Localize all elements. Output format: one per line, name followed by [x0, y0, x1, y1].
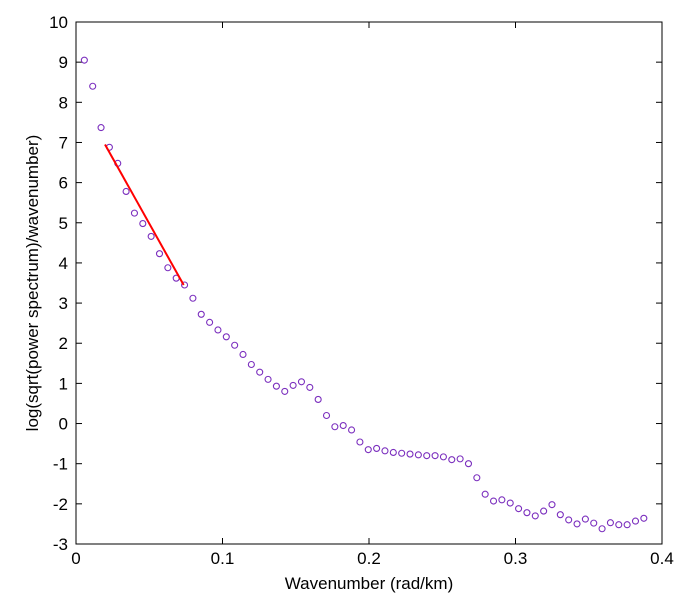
y-tick-label: -3 — [53, 535, 68, 554]
data-point — [548, 501, 556, 509]
y-tick-label: 5 — [59, 214, 68, 233]
y-tick-label: 9 — [59, 53, 68, 72]
data-point — [531, 512, 539, 520]
data-point — [540, 507, 548, 515]
data-point — [264, 375, 272, 383]
data-point — [473, 474, 481, 482]
x-tick-label: 0.2 — [357, 549, 381, 568]
data-point — [556, 511, 564, 519]
y-tick-label: 8 — [59, 93, 68, 112]
data-point — [606, 519, 614, 527]
data-point — [231, 341, 239, 349]
data-point — [481, 490, 489, 498]
x-axis-label: Wavenumber (rad/km) — [285, 574, 453, 593]
plot-frame — [75, 21, 663, 545]
data-point — [348, 426, 356, 434]
data-point — [297, 378, 306, 386]
data-point — [139, 220, 147, 228]
data-point — [631, 517, 640, 525]
ticks-layer — [75, 21, 663, 545]
data-point — [565, 516, 573, 524]
data-point — [130, 209, 139, 217]
data-point — [331, 423, 339, 431]
x-tick-label: 0.3 — [504, 549, 528, 568]
data-point — [590, 519, 598, 527]
data-point — [97, 124, 105, 132]
data-point — [356, 438, 364, 446]
data-point — [498, 496, 506, 504]
y-tick-label: 1 — [59, 374, 68, 393]
data-point — [414, 451, 422, 459]
x-tick-label: 0.1 — [211, 549, 235, 568]
data-point — [214, 326, 222, 334]
data-point — [272, 382, 280, 390]
data-point — [515, 505, 523, 513]
data-point — [364, 446, 372, 454]
data-point — [464, 460, 473, 468]
data-point — [189, 294, 197, 302]
y-tick-label: 6 — [59, 174, 68, 193]
data-layer — [80, 56, 648, 533]
data-point — [197, 310, 205, 318]
fit-line — [104, 143, 185, 286]
data-point — [206, 318, 214, 326]
data-point — [523, 509, 531, 517]
x-tick-label: 0.4 — [650, 549, 674, 568]
data-point — [314, 395, 322, 403]
data-point — [398, 449, 406, 457]
data-point — [122, 187, 130, 195]
data-point — [381, 447, 389, 455]
y-tick-label: 10 — [49, 13, 68, 32]
data-point — [373, 444, 381, 452]
x-tick-label: 0 — [71, 549, 80, 568]
data-point — [306, 383, 314, 391]
data-point — [573, 520, 581, 528]
data-point — [506, 499, 514, 507]
data-point — [598, 525, 606, 533]
y-tick-label: 0 — [59, 415, 68, 434]
y-tick-label: 3 — [59, 294, 68, 313]
y-tick-label: 2 — [59, 334, 68, 353]
data-point — [431, 452, 439, 460]
y-axis-label: log(sqrt(power spectrum)/wavenumber) — [23, 135, 42, 432]
data-point — [256, 368, 264, 376]
y-tick-label: -2 — [53, 495, 68, 514]
data-point — [80, 56, 88, 64]
data-point — [448, 456, 456, 464]
data-point — [581, 515, 589, 523]
y-tick-label: 4 — [59, 254, 68, 273]
data-point — [322, 411, 331, 420]
data-point — [289, 381, 297, 389]
data-point — [239, 350, 247, 359]
data-point — [439, 453, 447, 461]
data-point — [339, 421, 347, 430]
data-point — [164, 264, 172, 272]
data-point — [623, 521, 631, 529]
data-point — [89, 82, 97, 90]
data-point — [640, 514, 648, 522]
data-point — [389, 448, 397, 456]
data-point — [406, 450, 414, 458]
data-point — [456, 455, 464, 463]
data-point — [247, 360, 255, 369]
data-point — [155, 250, 164, 258]
data-point — [615, 521, 623, 529]
data-point — [423, 452, 431, 460]
data-point — [222, 333, 230, 341]
y-tick-label: -1 — [53, 455, 68, 474]
labels-layer: 0 0.1 0.2 0.3 0.4 -3 -2 -1 0 1 2 3 4 5 6 7 8 9 10 — [49, 13, 674, 568]
data-point — [147, 232, 155, 240]
y-tick-label: 7 — [59, 133, 68, 152]
data-point — [181, 281, 189, 289]
data-point — [281, 387, 289, 395]
data-point — [489, 497, 498, 505]
